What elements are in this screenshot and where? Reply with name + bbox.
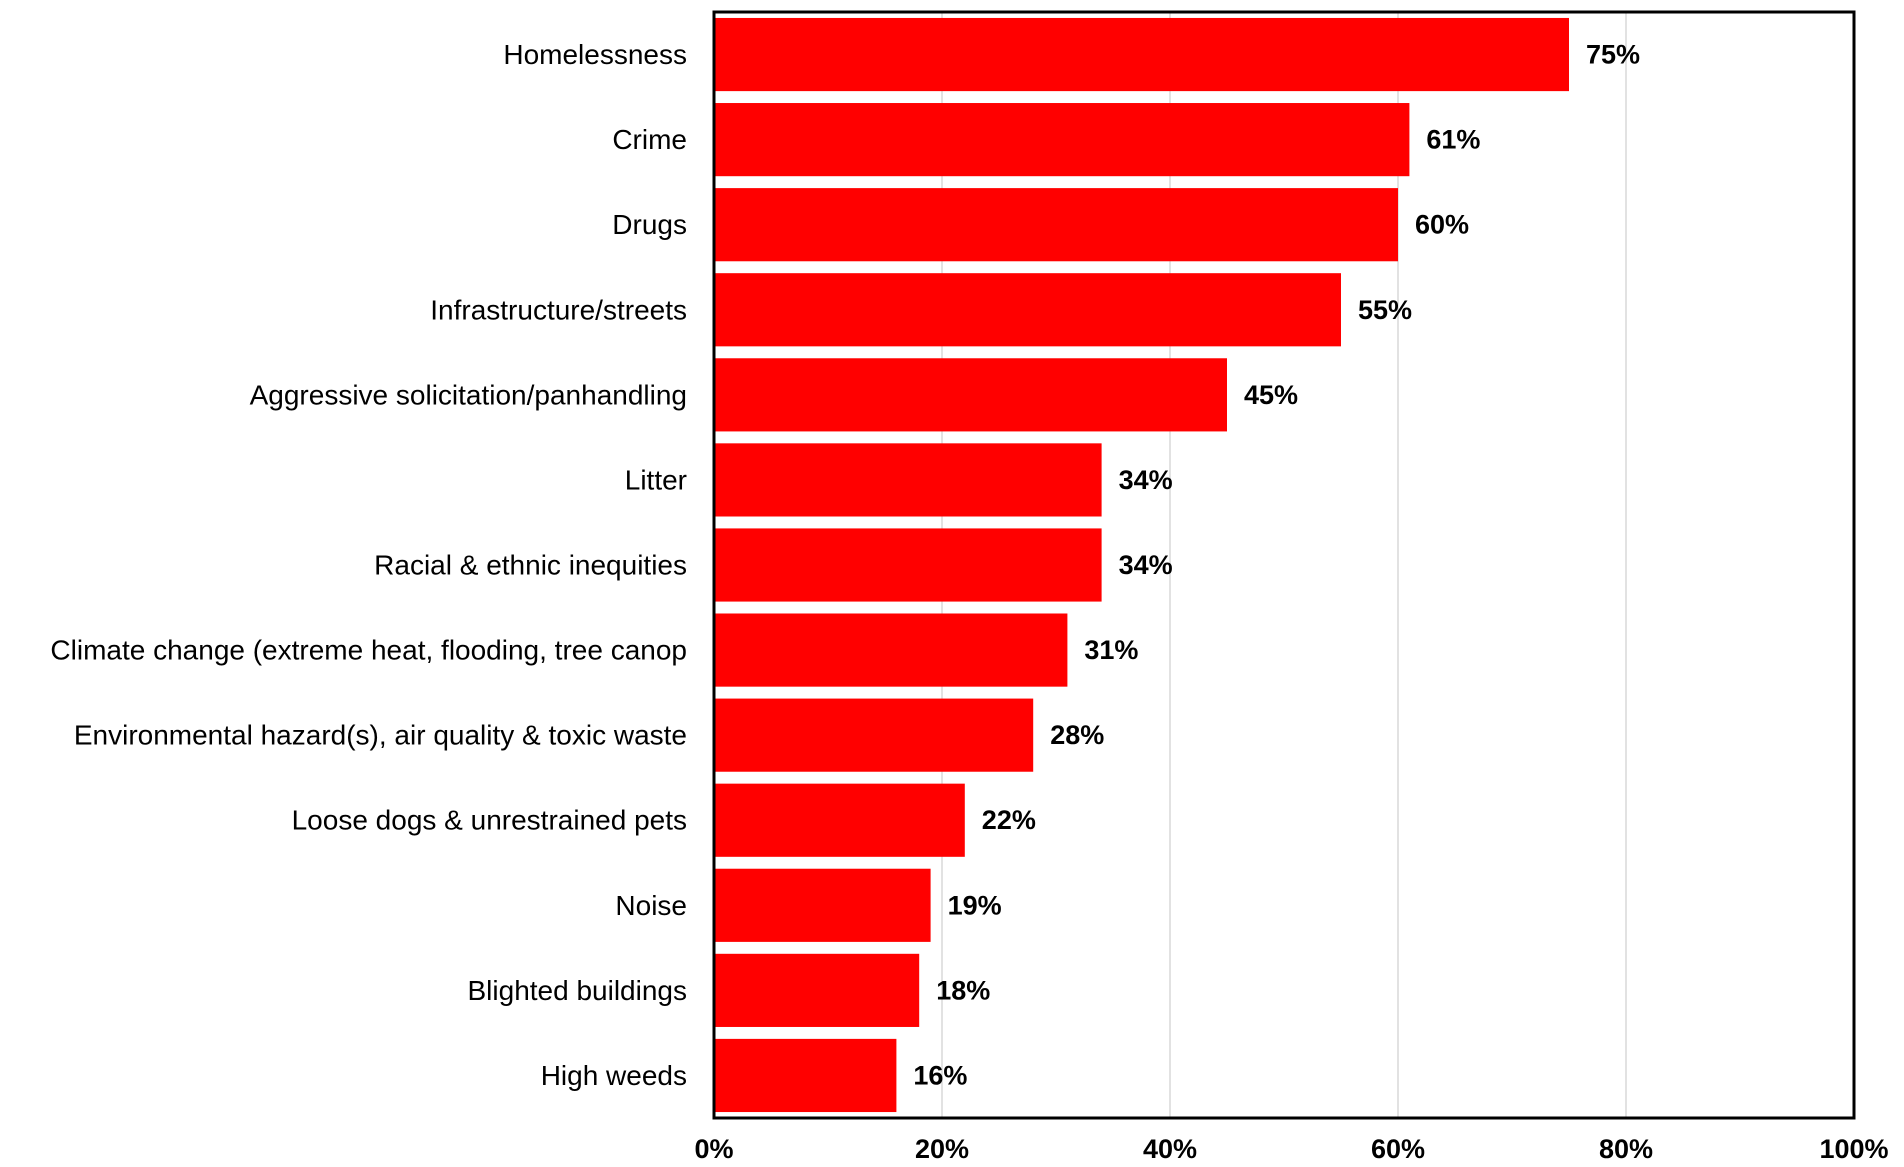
data-label: 19% (948, 890, 1002, 920)
plot-frame (712, 10, 1856, 1120)
category-label: High weeds (541, 1060, 687, 1091)
bar (714, 17, 1569, 92)
x-tick-label: 40% (1143, 1134, 1197, 1164)
data-label: 75% (1586, 40, 1640, 70)
data-label: 34% (1119, 550, 1173, 580)
category-label: Blighted buildings (468, 975, 688, 1006)
category-label: Litter (625, 464, 687, 495)
category-label: Homelessness (503, 39, 687, 70)
x-tick-label: 60% (1371, 1134, 1425, 1164)
bar (714, 443, 1102, 517)
bar (714, 528, 1102, 602)
category-label: Drugs (612, 209, 687, 240)
category-label: Aggressive solicitation/panhandling (250, 379, 687, 410)
data-label: 28% (1050, 720, 1104, 750)
bar (714, 953, 920, 1027)
category-label: Environmental hazard(s), air quality & t… (74, 720, 687, 751)
data-label: 60% (1415, 210, 1469, 240)
x-tick-label: 100% (1819, 1134, 1888, 1164)
data-label: 61% (1426, 125, 1480, 155)
bar (714, 783, 965, 857)
bars (714, 17, 1569, 1113)
bar (714, 613, 1068, 687)
plot-border (712, 10, 1856, 1120)
category-label: Climate change (extreme heat, flooding, … (50, 635, 687, 666)
bar (714, 273, 1341, 347)
bar (714, 1038, 897, 1113)
x-tick-label: 80% (1599, 1134, 1653, 1164)
bar (714, 188, 1398, 262)
x-tick-label: 0% (694, 1134, 733, 1164)
value-labels: 75% 61% 60% 55% 45% 34% 34% 31% 28% 22% 19% 18% 16% (913, 40, 1640, 1091)
bar (714, 868, 931, 942)
data-label: 55% (1358, 295, 1412, 325)
category-labels: Homelessness Crime Drugs Infrastructure/str… (50, 39, 687, 1091)
x-tick-labels: 0% 20% 40% 60% 80% 100% (694, 1134, 1888, 1164)
bar (714, 103, 1410, 177)
data-label: 45% (1244, 380, 1298, 410)
category-label: Infrastructure/streets (430, 294, 687, 325)
category-label: Crime (612, 124, 687, 155)
data-label: 22% (982, 805, 1036, 835)
category-label: Noise (615, 890, 687, 921)
category-label: Loose dogs & unrestrained pets (292, 805, 687, 836)
data-label: 16% (913, 1060, 967, 1090)
data-label: 18% (936, 975, 990, 1005)
bar (714, 698, 1034, 772)
category-label: Racial & ethnic inequities (374, 550, 687, 581)
data-label: 34% (1119, 465, 1173, 495)
bar (714, 358, 1227, 432)
x-tick-label: 20% (915, 1134, 969, 1164)
data-label: 31% (1084, 635, 1138, 665)
